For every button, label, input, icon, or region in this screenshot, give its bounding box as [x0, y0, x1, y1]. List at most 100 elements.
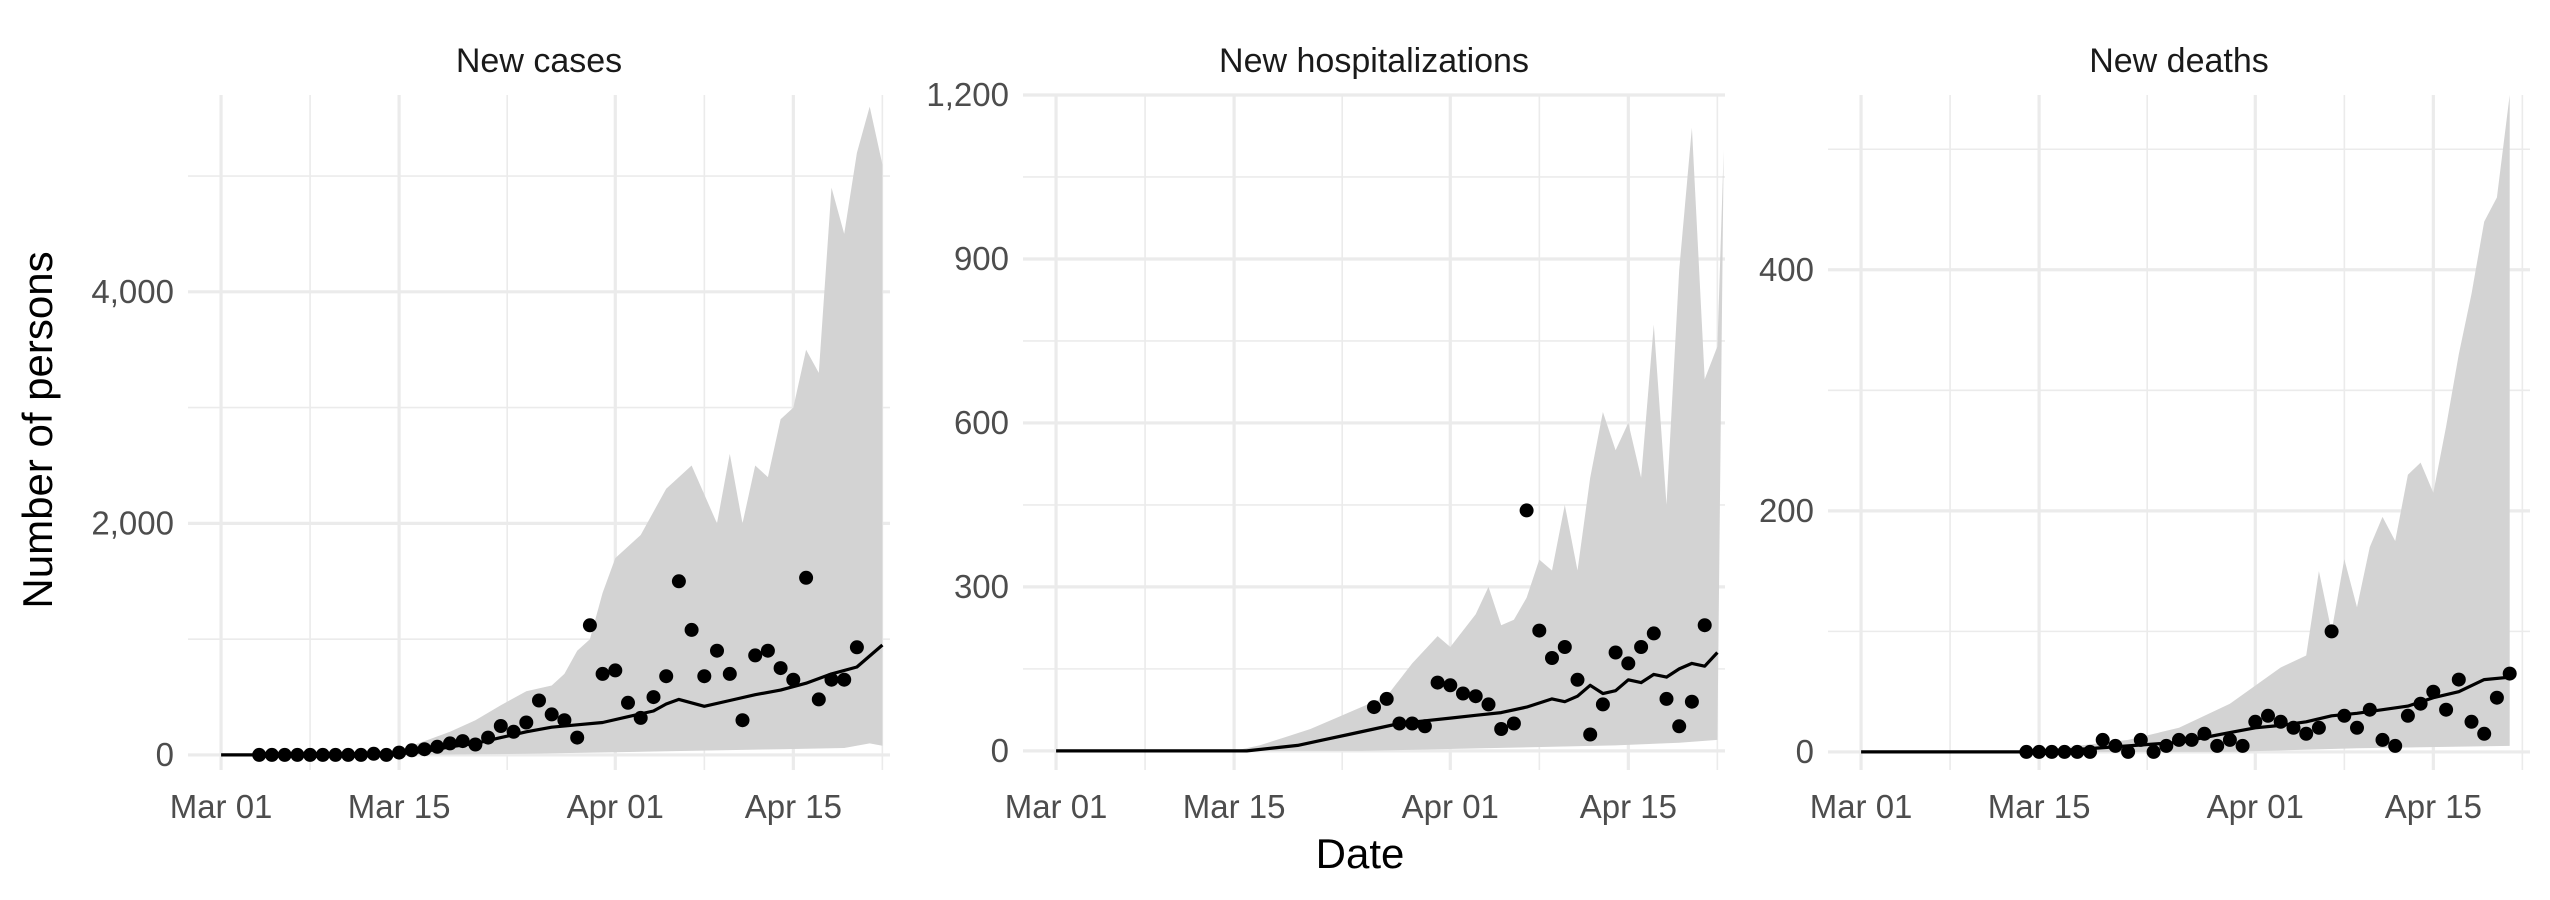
- observed-point: [849, 640, 864, 655]
- observed-point: [493, 719, 508, 733]
- x-axis-title: Date: [1316, 830, 1405, 877]
- observed-point: [799, 570, 814, 585]
- observed-point: [1672, 719, 1687, 734]
- observed-point: [621, 695, 635, 710]
- observed-point: [328, 747, 343, 762]
- observed-point: [786, 672, 801, 687]
- uncertainty-ribbon: [1056, 127, 1724, 751]
- observed-point: [1367, 700, 1381, 715]
- observed-point: [2375, 732, 2390, 747]
- observed-point: [2184, 732, 2199, 747]
- observed-point: [2388, 738, 2403, 753]
- observed-point: [532, 693, 546, 708]
- observed-point: [1583, 727, 1598, 742]
- observed-point: [710, 643, 724, 658]
- y-tick-label: 600: [954, 404, 1009, 441]
- observed-point: [722, 666, 737, 681]
- observed-point: [2261, 708, 2275, 723]
- panel-title: New hospitalizations: [1219, 42, 1529, 80]
- x-tick-label: Mar 15: [1988, 788, 2091, 825]
- observed-point: [379, 747, 394, 762]
- panel-1: 0 2,000 4,000 Mar 01 Mar 15 Apr 01 Apr 15 New c…: [91, 42, 890, 825]
- observed-point: [646, 690, 661, 705]
- observed-point: [2248, 714, 2263, 729]
- observed-point: [2222, 732, 2237, 747]
- observed-point: [1634, 640, 1649, 654]
- uncertainty-ribbon: [1861, 95, 2510, 752]
- observed-point: [735, 713, 750, 728]
- observed-point: [684, 622, 699, 637]
- y-axis-title: Number of persons: [14, 251, 61, 608]
- observed-point: [582, 618, 597, 633]
- observed-point: [2413, 696, 2428, 711]
- observed-point: [1443, 678, 1458, 693]
- y-tick-label: 0: [1796, 733, 1814, 770]
- observed-point: [1532, 623, 1547, 638]
- x-tick-label: Mar 01: [170, 788, 273, 825]
- observed-point: [1379, 691, 1394, 706]
- y-tick-label: 2,000: [91, 504, 174, 541]
- observed-point: [837, 672, 852, 687]
- x-tick-label: Mar 01: [1810, 788, 1913, 825]
- observed-point: [506, 724, 521, 739]
- observed-point: [2451, 672, 2466, 687]
- observed-point: [455, 734, 470, 749]
- observed-point: [2362, 702, 2377, 717]
- y-tick-label: 200: [1759, 492, 1814, 529]
- observed-point: [2273, 714, 2288, 729]
- observed-point: [468, 737, 483, 752]
- observed-point: [544, 707, 559, 722]
- observed-point: [2083, 744, 2097, 759]
- observed-point: [2108, 738, 2123, 753]
- observed-point: [633, 710, 648, 725]
- observed-point: [2400, 708, 2415, 723]
- observed-point: [570, 730, 585, 745]
- observed-point: [659, 669, 674, 684]
- observed-point: [824, 672, 839, 687]
- observed-point: [2044, 744, 2059, 759]
- model-line: [1056, 651, 1719, 753]
- observed-point: [1621, 656, 1636, 671]
- observed-point: [392, 745, 407, 760]
- observed-point: [1570, 672, 1585, 687]
- observed-point: [277, 747, 292, 762]
- observed-point: [417, 742, 432, 757]
- observed-point: [481, 730, 496, 745]
- observed-point: [1506, 716, 1521, 731]
- observed-point: [1697, 618, 1712, 633]
- observed-point: [1608, 645, 1623, 660]
- observed-point: [671, 574, 686, 589]
- observed-point: [2426, 684, 2441, 699]
- observed-point: [2350, 720, 2364, 735]
- panel-3: 0 200 400 Mar 01 Mar 15 Apr 01 Apr 15 New death…: [1759, 42, 2530, 825]
- panel-title: New deaths: [2089, 42, 2269, 80]
- observed-point: [1659, 691, 1674, 706]
- x-tick-label: Apr 15: [745, 788, 842, 825]
- observed-point: [2159, 738, 2174, 753]
- y-tick-label: 400: [1759, 251, 1814, 288]
- observed-point: [2032, 744, 2047, 759]
- uncertainty-ribbon: [221, 106, 883, 755]
- x-tick-label: Mar 15: [348, 788, 451, 825]
- observed-point: [2019, 744, 2034, 759]
- observed-point: [2121, 744, 2136, 759]
- y-tick-label: 1,200: [926, 76, 1009, 113]
- observed-point: [2070, 744, 2085, 759]
- observed-point: [1417, 719, 1432, 734]
- observed-point: [252, 747, 267, 762]
- observed-point: [2464, 714, 2479, 729]
- observed-point: [519, 715, 534, 730]
- y-tick-label: 900: [954, 240, 1009, 277]
- observed-point: [2502, 666, 2517, 681]
- x-tick-label: Apr 01: [567, 788, 664, 825]
- observed-point: [303, 747, 318, 762]
- y-tick-label: 4,000: [91, 273, 174, 310]
- observed-point: [2235, 738, 2250, 753]
- panel-2: 0 300 600 900 1,200 Mar 01 Mar 15 Apr 01 Apr 15 N…: [926, 42, 1725, 825]
- observed-point: [2439, 702, 2454, 717]
- observed-point: [697, 669, 712, 684]
- observed-point: [2477, 726, 2492, 741]
- observed-point: [2324, 624, 2339, 639]
- observed-point: [773, 661, 788, 676]
